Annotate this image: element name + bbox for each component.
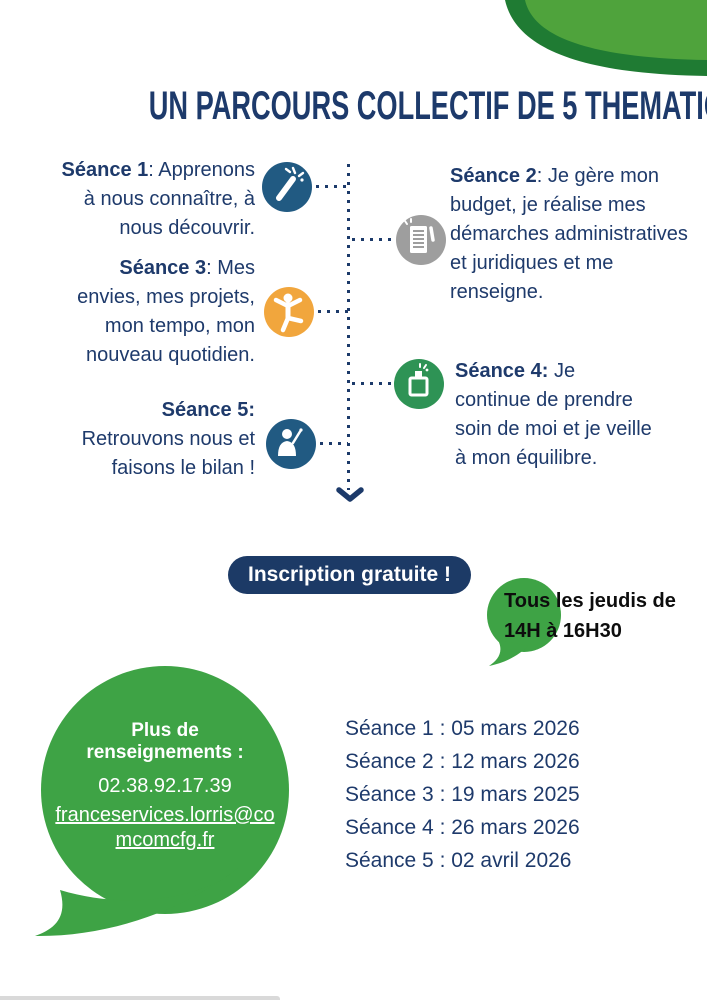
session-5-badge xyxy=(266,419,316,469)
email-link[interactable]: franceservices.lorris@comcomcfg.fr xyxy=(55,804,275,851)
document-pen-icon xyxy=(404,218,435,253)
session-1-desc: : Apprenons à nous connaître, à nous déc… xyxy=(83,159,255,239)
session-3-text: Séance 3: Mes envies, mes projets, mon t… xyxy=(65,254,255,370)
info-bubble-content: Plus de renseignements : 02.38.92.17.39 … xyxy=(43,720,287,853)
info-heading: Plus de renseignements : xyxy=(86,720,244,763)
registration-badge: Inscription gratuite ! xyxy=(228,556,471,594)
session-4-desc: Je continue de prendre soin de moi et je… xyxy=(455,360,652,469)
session-3-label: Séance 3 xyxy=(119,257,207,279)
session-4-label: Séance 4: xyxy=(455,360,549,382)
timeline-connector-3 xyxy=(318,310,348,313)
session-dates-list: Séance 1 : 05 mars 2026 Séance 2 : 12 ma… xyxy=(345,712,580,877)
session-5-label: Séance 5: xyxy=(161,399,255,421)
page-title-text: UN PARCOURS COLLECTIF DE 5 THEMATIQUES xyxy=(148,84,707,128)
session-1-text: Séance 1: Apprenons à nous connaître, à … xyxy=(48,156,255,243)
session-date-item: Séance 5 : 02 avril 2026 xyxy=(345,849,572,872)
session-1-label: Séance 1 xyxy=(61,159,149,181)
perfume-bottle-icon xyxy=(408,363,429,397)
session-3-desc: : Mes envies, mes projets, mon tempo, mo… xyxy=(77,257,255,366)
timeline-connector-5 xyxy=(320,442,348,445)
info-bubble xyxy=(35,666,289,937)
page-bottom-edge xyxy=(0,996,280,1000)
session-2-text: Séance 2: Je gère mon budget, je réalise… xyxy=(450,162,702,307)
schedule-bubble xyxy=(487,578,561,666)
session-1-badge xyxy=(262,162,312,212)
session-2-desc: : Je gère mon budget, je réalise mes dém… xyxy=(450,165,688,303)
person-flag-icon xyxy=(278,428,303,456)
phone-number: 02.38.92.17.39 xyxy=(98,775,232,797)
corner-blob-light xyxy=(525,0,707,60)
schedule-text: Tous les jeudis de 14H à 16H30 xyxy=(504,590,676,642)
corner-blob-decoration xyxy=(505,0,707,76)
session-2-label: Séance 2 xyxy=(450,165,537,187)
page-title: UN PARCOURS COLLECTIF DE 5 THEMATIQUES xyxy=(0,84,707,129)
timeline-dotted-line xyxy=(347,164,350,490)
wand-icon xyxy=(276,166,305,201)
session-5-desc: Retrouvons nous et faisons le bilan ! xyxy=(81,428,255,479)
session-4-badge xyxy=(394,359,444,409)
session-date-item: Séance 2 : 12 mars 2026 xyxy=(345,750,580,773)
session-2-badge xyxy=(396,215,446,265)
session-date-item: Séance 4 : 26 mars 2026 xyxy=(345,816,580,839)
timeline-connector-4 xyxy=(352,382,392,385)
arrow-down-icon xyxy=(336,487,364,502)
session-date-item: Séance 3 : 19 mars 2025 xyxy=(345,783,580,806)
timeline-connector-1 xyxy=(316,185,348,188)
session-3-badge xyxy=(264,287,314,337)
session-4-text: Séance 4: Je continue de prendre soin de… xyxy=(455,357,655,473)
exercise-person-icon xyxy=(273,293,304,333)
timeline-connector-2 xyxy=(352,238,394,241)
session-5-text: Séance 5: Retrouvons nous et faisons le … xyxy=(65,396,255,483)
registration-badge-label: Inscription gratuite ! xyxy=(247,563,451,586)
session-date-item: Séance 1 : 05 mars 2026 xyxy=(345,717,580,740)
